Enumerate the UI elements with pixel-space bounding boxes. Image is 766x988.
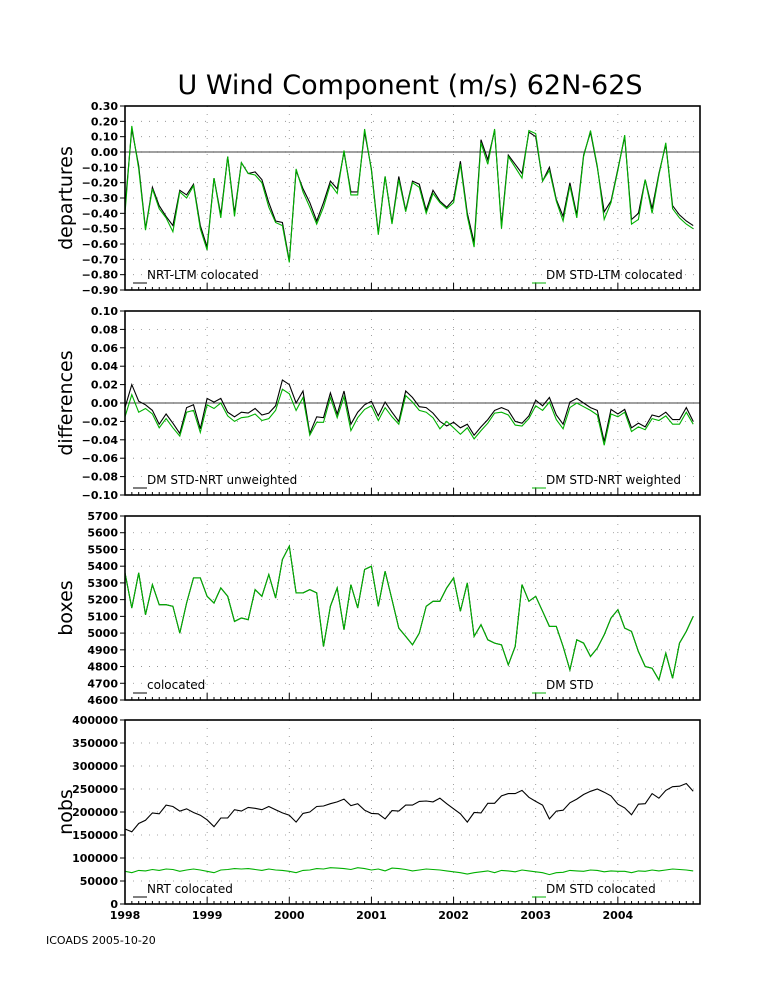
plot-frame xyxy=(124,719,701,905)
y-tick-label: −0.20 xyxy=(82,177,119,190)
y-tick-label: 5600 xyxy=(87,527,118,540)
y-axis-label: differences xyxy=(55,350,77,455)
series-line-1 xyxy=(124,379,694,442)
y-tick-label: 0.10 xyxy=(91,305,118,318)
x-tick-label: 1999 xyxy=(192,909,223,922)
legend-label: DM STD-NRT weighted xyxy=(546,473,681,487)
y-tick-label: 5200 xyxy=(87,594,118,607)
y-tick-label: −0.30 xyxy=(82,192,119,205)
y-tick-label: −0.50 xyxy=(82,223,119,236)
x-tick-label: 2001 xyxy=(356,909,387,922)
y-axis-label: departures xyxy=(55,146,77,250)
y-tick-label: 4600 xyxy=(87,694,118,707)
legend-label: DM STD colocated xyxy=(546,882,656,896)
y-tick-label: 5700 xyxy=(87,510,118,523)
y-tick-label: 0.04 xyxy=(91,360,118,373)
y-tick-label: 0.20 xyxy=(91,115,118,128)
y-tick-label: −0.40 xyxy=(82,207,119,220)
panel-nobs: 0 50000 100000 150000 200000 250000 300000 3500… xyxy=(55,714,701,922)
series-line-2 xyxy=(124,125,694,263)
y-tick-label: 50000 xyxy=(80,875,119,888)
series-line-2 xyxy=(124,544,694,682)
y-tick-label: 5300 xyxy=(87,577,118,590)
y-tick-label: 4900 xyxy=(87,644,118,657)
series-line-2 xyxy=(124,388,694,446)
y-axis-label: nobs xyxy=(55,789,77,835)
y-tick-label: 0.10 xyxy=(91,131,118,144)
legend-label: NRT colocated xyxy=(147,882,233,896)
y-tick-label: 0.02 xyxy=(91,379,118,392)
legend-label: DM STD-NRT unweighted xyxy=(147,473,297,487)
y-tick-label: −0.04 xyxy=(82,434,119,447)
legend-label: DM STD xyxy=(546,678,594,692)
y-tick-label: −0.10 xyxy=(82,161,119,174)
series-line-2 xyxy=(124,867,694,876)
footer-credit: ICOADS 2005-10-20 xyxy=(46,934,156,947)
y-tick-label: 0 xyxy=(110,898,118,911)
y-axis-label: boxes xyxy=(55,580,77,635)
y-tick-label: −0.70 xyxy=(82,253,119,266)
y-tick-label: 0.30 xyxy=(91,100,118,113)
legend-label: colocated xyxy=(147,678,205,692)
y-tick-label: 0.06 xyxy=(91,342,118,355)
y-tick-label: 200000 xyxy=(72,806,118,819)
x-tick-label: 1998 xyxy=(110,909,141,922)
legend-label: DM STD-LTM colocated xyxy=(546,268,683,282)
y-tick-label: 150000 xyxy=(72,829,118,842)
x-tick-label: 2002 xyxy=(438,909,469,922)
y-tick-label: 5000 xyxy=(87,627,118,640)
series-line-1 xyxy=(124,782,694,833)
panel-departures: −0.90 −0.80 −0.70 −0.60 −0.50 −0.40 −0.30 −0.20… xyxy=(55,100,701,297)
y-tick-label: −0.06 xyxy=(82,452,119,465)
x-tick-label: 2000 xyxy=(274,909,305,922)
y-tick-label: −0.10 xyxy=(82,489,119,502)
y-tick-label: 4700 xyxy=(87,677,118,690)
y-tick-label: 5400 xyxy=(87,560,118,573)
y-tick-label: 300000 xyxy=(72,760,118,773)
plot-frame xyxy=(124,105,701,291)
y-tick-label: −0.90 xyxy=(82,284,119,297)
y-tick-label: 5500 xyxy=(87,543,118,556)
y-tick-label: 400000 xyxy=(72,714,118,727)
y-tick-label: −0.02 xyxy=(82,415,118,428)
y-tick-label: 0.00 xyxy=(91,146,118,159)
y-tick-label: 100000 xyxy=(72,852,118,865)
y-tick-label: 0.08 xyxy=(91,323,118,336)
panels: −0.90 −0.80 −0.70 −0.60 −0.50 −0.40 −0.30 −0.20… xyxy=(55,100,701,922)
series-line-1 xyxy=(124,544,694,682)
x-tick-label: 2004 xyxy=(603,909,634,922)
x-tick-label: 2003 xyxy=(520,909,551,922)
chart-title: U Wind Component (m/s) 62N-62S xyxy=(177,70,642,101)
y-tick-label: −0.08 xyxy=(82,471,118,484)
plot-frame xyxy=(124,310,701,496)
y-tick-label: −0.60 xyxy=(82,238,119,251)
legend-label: NRT-LTM colocated xyxy=(147,268,259,282)
panel-differences: −0.10 −0.08 −0.06 −0.04 −0.02 0.00 0.02 0.04 0.0… xyxy=(55,305,701,502)
panel-boxes: 4600 4700 4800 4900 5000 5100 5200 5300 5400 5500… xyxy=(55,510,701,707)
plot-frame xyxy=(124,515,701,701)
y-tick-label: 350000 xyxy=(72,737,118,750)
y-tick-label: 0.00 xyxy=(91,397,118,410)
y-tick-label: −0.80 xyxy=(82,269,119,282)
y-tick-label: 4800 xyxy=(87,661,118,674)
y-tick-label: 5100 xyxy=(87,610,118,623)
y-tick-label: 250000 xyxy=(72,783,118,796)
